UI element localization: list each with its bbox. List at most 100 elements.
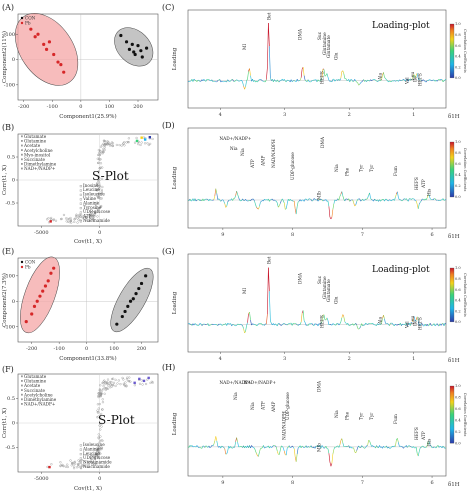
data-point-pb [30, 312, 33, 315]
data-point-pb [56, 60, 59, 63]
y-axis-label: Corr(t1, X) [1, 165, 8, 195]
metabolite-annotation: Nia [241, 148, 246, 156]
x-axis-label: δ1H [448, 114, 460, 120]
y-axis-label: Loading [172, 412, 178, 435]
y-tick-label: 0 [12, 299, 15, 305]
metabolite-annotation: MI [243, 44, 248, 50]
colorbar-tick-label: 0.2 [455, 309, 461, 313]
y-axis-label: Component2(11%) [1, 31, 8, 83]
metabolite-annotation: DMA [321, 136, 326, 148]
legend-marker [21, 135, 23, 137]
metabolite-annotation: ATP [262, 401, 267, 411]
colorbar [450, 386, 454, 443]
data-point-pb [42, 43, 45, 46]
legend-marker [21, 403, 23, 405]
data-point-con [126, 305, 129, 308]
highlighted-metabolite-marker [136, 140, 138, 142]
metabolite-annotation: MIb [317, 443, 322, 452]
legend-marker [21, 389, 23, 391]
data-point-pb [47, 279, 50, 282]
panel-letter-d: (D) [162, 121, 175, 130]
colorbar-tick-label: 0.6 [455, 288, 461, 292]
metabolite-annotation: NAD/NADPH [283, 411, 288, 440]
x-axis-label: Component1(33.8%) [59, 355, 116, 362]
x-tick-label: 4 [219, 112, 222, 118]
data-point-con [121, 315, 124, 318]
metabolite-annotation: NAD/NADPH [272, 139, 277, 168]
x-tick-label: 7 [361, 232, 364, 238]
highlighted-metabolite-marker [147, 377, 149, 379]
x-axis-label: Component1(25.9%) [59, 113, 116, 120]
x-tick-label: 8 [291, 232, 294, 238]
metabolite-annotation: His [428, 439, 433, 446]
legend-marker [21, 154, 23, 156]
x-tick-label: -100 [47, 104, 58, 110]
y-tick-label: -0.5 [5, 445, 15, 451]
metabolite-annotation: Nia [335, 410, 340, 418]
metabolite-annotation: UDP-glucose [291, 152, 296, 180]
colorbar-tick-label: 0.8 [455, 396, 461, 400]
colorbar-tick-label: 0.2 [455, 65, 461, 69]
metabolite-annotation: Tyr [370, 412, 375, 420]
y-axis-label: Component2(7.3%) [1, 273, 8, 327]
metabolite-annotation: Phe [345, 411, 350, 420]
data-point-con [123, 310, 126, 313]
data-point-con [136, 44, 139, 47]
metabolite-annotation: His [428, 189, 433, 196]
x-tick-label: 100 [109, 346, 119, 352]
highlighted-metabolite-marker [49, 220, 51, 222]
panel-letter-h: (H) [162, 363, 175, 372]
x-tick-label: 6 [430, 480, 433, 486]
x-tick-label: 100 [105, 104, 115, 110]
metabolite-annotation: Glutamate [327, 279, 332, 302]
loading-plot-title: Loading-plot [372, 21, 430, 31]
x-tick-label: 2 [348, 356, 351, 362]
metabolite-annotation: HEFS [415, 427, 420, 440]
x-axis-label: δ1H [448, 358, 460, 364]
data-point-pb [36, 33, 39, 36]
data-point-con [134, 53, 137, 56]
legend-label: Pb [25, 21, 31, 26]
x-axis-label: δ1H [448, 482, 460, 488]
colorbar-tick-label: 0.0 [455, 195, 461, 199]
x-tick-label: 6 [430, 232, 433, 238]
data-point-pb [59, 63, 62, 66]
data-point-pb [25, 320, 28, 323]
metabolite-annotation: Bet [268, 256, 273, 264]
colorbar [450, 142, 454, 197]
metabolite-annotation: HEFS [320, 71, 325, 84]
data-point-con [145, 47, 148, 50]
data-point-pb [49, 272, 52, 275]
x-tick-label: 0 [98, 476, 101, 482]
data-point-con [129, 300, 132, 303]
legend-marker [21, 266, 23, 268]
x-tick-label: 0 [98, 230, 101, 236]
panel-letter-e: (E) [2, 247, 14, 256]
metabolite-annotation: NAD+/NADP+ [244, 381, 277, 386]
legend-label: Niacinamide [83, 218, 110, 223]
data-point-pb [52, 267, 55, 270]
data-point-con [132, 297, 135, 300]
data-point-con [125, 40, 128, 43]
colorbar-label: Correlation Coefficients [463, 273, 467, 317]
legend-marker [21, 398, 23, 400]
y-tick-label: 0 [12, 57, 15, 63]
highlighted-metabolite-marker [144, 138, 146, 140]
data-point-con [134, 292, 137, 295]
colorbar-tick-label: 0.6 [455, 407, 461, 411]
metabolite-annotation: DMA [299, 272, 304, 284]
legend-marker [21, 145, 23, 147]
data-point-con [139, 49, 142, 52]
highlighted-metabolite-marker [48, 466, 50, 468]
legend-marker [21, 22, 23, 24]
colorbar-tick-label: 0.4 [455, 55, 461, 59]
metabolite-annotation: AMP [262, 155, 267, 167]
legend-marker [21, 163, 23, 165]
legend-marker [21, 17, 23, 19]
data-point-pb [52, 53, 55, 56]
y-tick-label: 0 [12, 421, 15, 427]
